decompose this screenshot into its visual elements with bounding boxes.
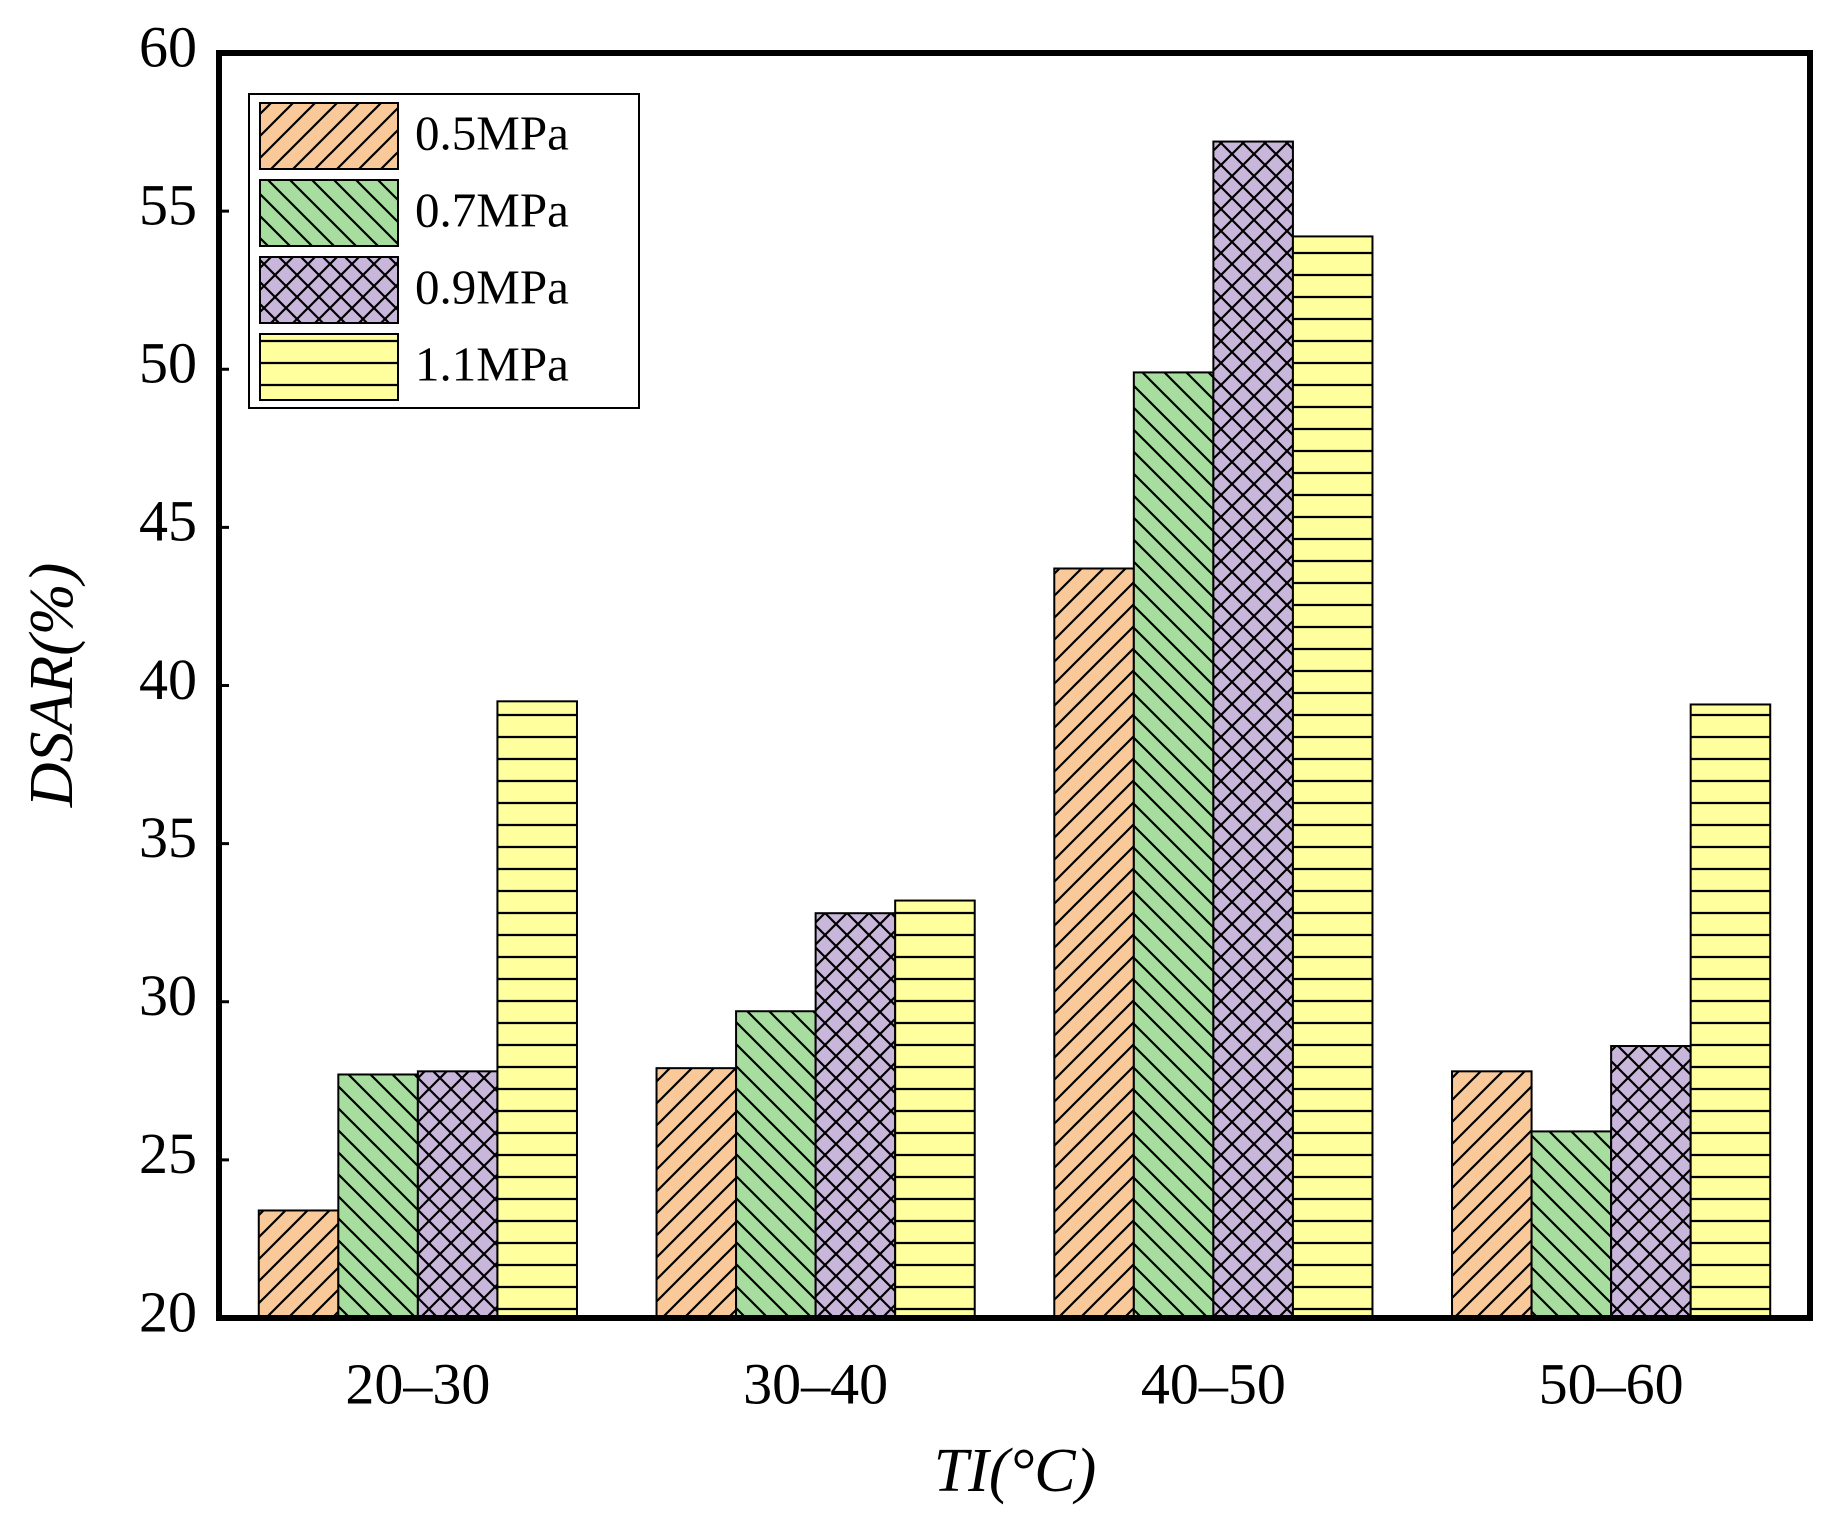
y-tick-label: 20 (139, 1279, 197, 1344)
bar (1610, 1045, 1692, 1320)
legend-label: 0.9MPa (415, 259, 569, 314)
legend-swatch (259, 333, 399, 401)
legend-label: 0.7MPa (415, 182, 569, 237)
y-tick-label: 60 (139, 14, 197, 79)
y-tick-label: 35 (139, 805, 197, 870)
x-tick-label: 50–60 (1539, 1351, 1684, 1416)
x-tick-label: 20–30 (345, 1351, 490, 1416)
bar (894, 899, 976, 1319)
y-tick-label: 45 (139, 489, 197, 554)
bar (1291, 235, 1374, 1319)
legend-swatch (259, 256, 399, 324)
bar (496, 700, 578, 1319)
bar (257, 1209, 340, 1319)
y-tick-label: 55 (139, 172, 197, 237)
bar (1530, 1130, 1613, 1319)
legend-swatch (259, 102, 399, 170)
bar (814, 912, 897, 1319)
y-axis-label: DSAR(%) (18, 563, 86, 808)
x-tick-label: 40–50 (1141, 1351, 1286, 1416)
bar (1689, 703, 1772, 1319)
legend-swatch (259, 179, 399, 247)
bar (1212, 140, 1294, 1319)
y-tick-label: 50 (139, 331, 197, 396)
y-tick-label: 25 (139, 1121, 197, 1186)
y-tick-label: 40 (139, 647, 197, 712)
x-tick-label: 30–40 (743, 1351, 888, 1416)
x-axis-label: TI(°C) (934, 1437, 1097, 1505)
bar (735, 1010, 817, 1319)
legend-label: 1.1MPa (415, 336, 569, 391)
bar (1451, 1070, 1533, 1319)
legend-label: 0.5MPa (415, 105, 569, 160)
bar (337, 1073, 419, 1320)
bar (655, 1067, 738, 1319)
y-tick-label: 30 (139, 963, 197, 1028)
plot-frame (216, 50, 1813, 1321)
bar (416, 1070, 499, 1319)
bar (1132, 371, 1215, 1320)
bar (1053, 567, 1135, 1319)
